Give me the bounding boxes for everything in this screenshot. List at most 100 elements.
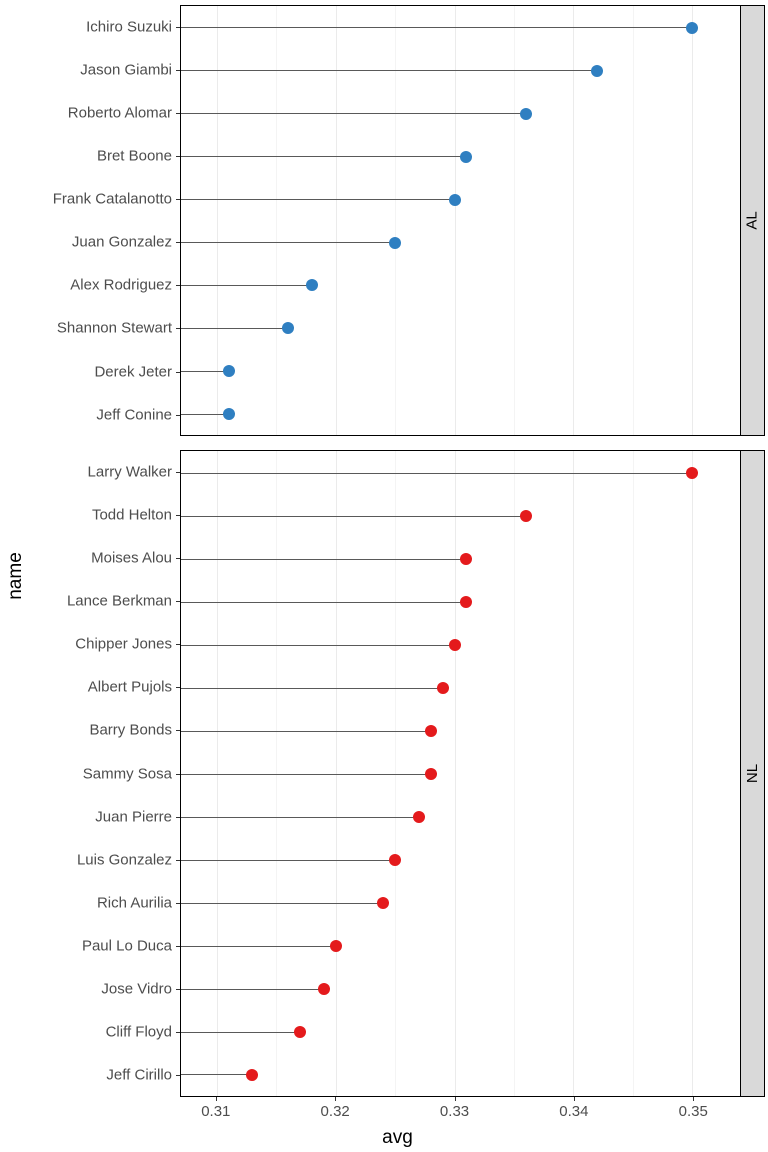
data-row xyxy=(181,989,740,990)
x-tick-mark xyxy=(216,1097,217,1101)
stem xyxy=(181,242,395,243)
y-tick-mark xyxy=(176,1032,180,1033)
data-row xyxy=(181,516,740,517)
y-tick-label: Chipper Jones xyxy=(75,636,172,653)
y-tick-mark xyxy=(176,156,180,157)
y-tick-label: Sammy Sosa xyxy=(83,765,172,782)
data-point xyxy=(223,408,235,420)
y-tick-label: Juan Pierre xyxy=(95,808,172,825)
y-tick-mark xyxy=(176,415,180,416)
data-row xyxy=(181,731,740,732)
stem xyxy=(181,371,229,372)
facet-strip: NL xyxy=(741,450,765,1097)
data-row xyxy=(181,602,740,603)
stem xyxy=(181,285,312,286)
data-row xyxy=(181,285,740,286)
x-tick-mark xyxy=(335,1097,336,1101)
facet-label: NL xyxy=(744,764,761,783)
data-row xyxy=(181,371,740,372)
y-tick-mark xyxy=(176,601,180,602)
x-tick-label: 0.35 xyxy=(679,1103,708,1120)
stem xyxy=(181,602,466,603)
data-row xyxy=(181,946,740,947)
y-tick-label: Lance Berkman xyxy=(67,593,172,610)
data-point xyxy=(460,553,472,565)
stem xyxy=(181,946,336,947)
facet-panels: AL NL xyxy=(180,5,765,1097)
y-tick-mark xyxy=(176,242,180,243)
stem xyxy=(181,1032,300,1033)
data-point xyxy=(460,151,472,163)
data-point xyxy=(425,768,437,780)
data-point xyxy=(591,65,603,77)
stem xyxy=(181,989,324,990)
y-tick-mark xyxy=(176,730,180,731)
y-tick-mark xyxy=(176,372,180,373)
data-row xyxy=(181,1074,740,1075)
data-row xyxy=(181,645,740,646)
stem xyxy=(181,817,419,818)
x-axis-ticks: 0.31 0.32 0.33 0.34 0.35 xyxy=(180,1097,741,1127)
y-tick-mark xyxy=(176,27,180,28)
y-tick-label: Bret Boone xyxy=(97,147,172,164)
y-tick-label: Juan Gonzalez xyxy=(72,234,172,251)
data-point xyxy=(282,322,294,334)
x-tick-mark xyxy=(455,1097,456,1101)
data-point xyxy=(294,1026,306,1038)
y-tick-mark xyxy=(176,989,180,990)
data-row xyxy=(181,199,740,200)
x-tick-label: 0.31 xyxy=(201,1103,230,1120)
data-point xyxy=(686,22,698,34)
y-tick-label: Frank Catalanotto xyxy=(53,191,172,208)
data-point xyxy=(389,854,401,866)
x-tick-mark xyxy=(574,1097,575,1101)
data-row xyxy=(181,242,740,243)
stem xyxy=(181,70,597,71)
y-tick-label: Ichiro Suzuki xyxy=(86,18,172,35)
stem xyxy=(181,688,443,689)
data-point xyxy=(449,194,461,206)
y-tick-label: Jeff Conine xyxy=(96,406,172,423)
stem xyxy=(181,199,455,200)
y-tick-mark xyxy=(176,199,180,200)
data-point xyxy=(330,940,342,952)
stem xyxy=(181,860,395,861)
stem xyxy=(181,1074,252,1075)
facet-panel: NL xyxy=(180,450,765,1097)
y-tick-mark xyxy=(176,644,180,645)
y-tick-label: Jeff Cirillo xyxy=(106,1067,172,1084)
y-tick-label: Barry Bonds xyxy=(89,722,172,739)
x-tick-label: 0.33 xyxy=(440,1103,469,1120)
stem xyxy=(181,27,692,28)
data-point xyxy=(413,811,425,823)
data-point xyxy=(246,1069,258,1081)
plot-area xyxy=(180,5,741,436)
facet-strip: AL xyxy=(741,5,765,436)
x-tick-label: 0.34 xyxy=(559,1103,588,1120)
y-tick-label: Shannon Stewart xyxy=(57,320,172,337)
data-point xyxy=(449,639,461,651)
data-row xyxy=(181,860,740,861)
stem xyxy=(181,516,526,517)
data-point xyxy=(377,897,389,909)
y-axis-label: name xyxy=(5,552,27,600)
facet-label: AL xyxy=(744,211,761,229)
y-tick-label: Jose Vidro xyxy=(101,981,172,998)
y-tick-mark xyxy=(176,817,180,818)
y-tick-label: Rich Aurilia xyxy=(97,894,172,911)
data-row xyxy=(181,27,740,28)
data-point xyxy=(437,682,449,694)
y-tick-label: Jason Giambi xyxy=(80,61,172,78)
stem xyxy=(181,774,431,775)
stem xyxy=(181,903,383,904)
y-tick-mark xyxy=(176,472,180,473)
y-tick-label: Larry Walker xyxy=(88,463,172,480)
x-tick-label: 0.32 xyxy=(321,1103,350,1120)
data-row xyxy=(181,473,740,474)
data-row xyxy=(181,328,740,329)
data-point xyxy=(520,108,532,120)
stem xyxy=(181,328,288,329)
data-point xyxy=(223,365,235,377)
stem xyxy=(181,645,455,646)
x-tick-mark xyxy=(693,1097,694,1101)
